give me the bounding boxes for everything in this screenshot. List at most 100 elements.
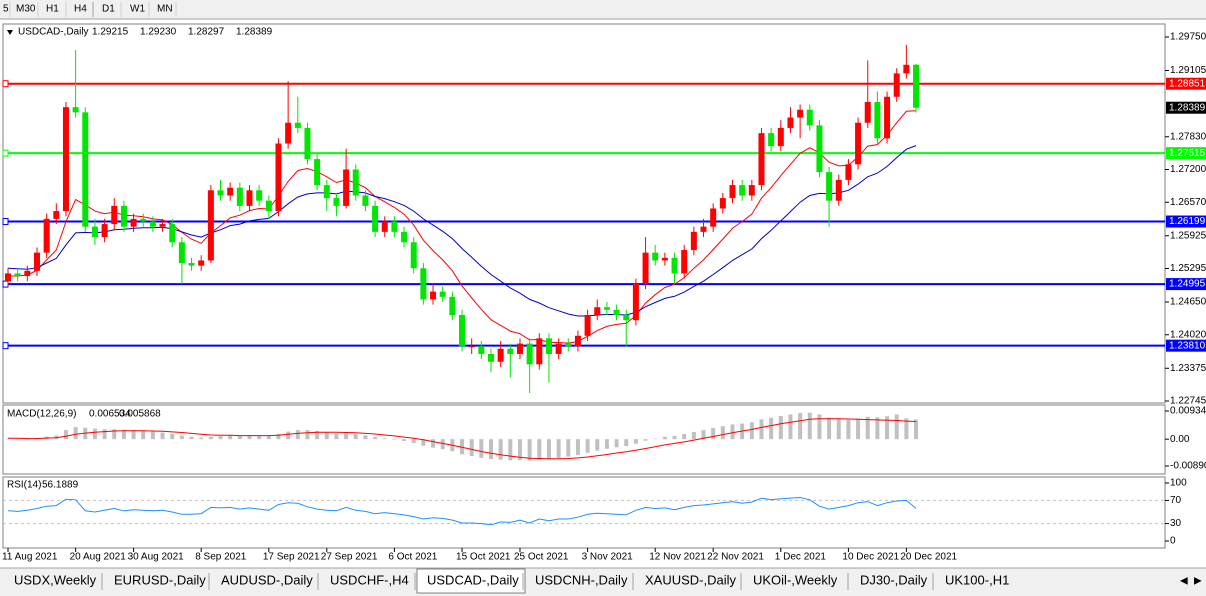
current-price: 1.28389	[1169, 102, 1206, 113]
symbol-tab[interactable]: USDCAD-,Daily	[427, 572, 519, 587]
symbol-tab[interactable]: UKOil-,Weekly	[753, 572, 838, 587]
symbol-tab[interactable]: USDX,Weekly	[14, 572, 97, 587]
macd-histogram-bar	[711, 428, 716, 440]
rsi-line	[7, 496, 917, 526]
candle-body	[430, 291, 437, 300]
timeframe-button[interactable]: H1	[46, 4, 59, 15]
timeframe-button[interactable]: H4	[74, 4, 87, 15]
y-tick-label: 1.23375	[1170, 363, 1206, 374]
macd-histogram-bar	[788, 414, 793, 440]
symbol-tab[interactable]: USDCNH-,Daily	[535, 572, 628, 587]
macd-histogram-bar	[643, 439, 648, 441]
macd-histogram-bar	[247, 435, 252, 440]
candle-body	[159, 224, 166, 227]
candle-body	[594, 307, 601, 316]
symbol-tab[interactable]: AUDUSD-,Daily	[221, 572, 313, 587]
y-tick-label: 1.26570	[1170, 197, 1206, 208]
macd-histogram-bar	[556, 439, 561, 458]
macd-histogram-bar	[73, 427, 78, 440]
candle-body	[565, 343, 572, 347]
ohlc-value: 1.28297	[188, 27, 225, 38]
scroll-left[interactable]: ◀	[1180, 576, 1188, 587]
macd-histogram-bar	[865, 416, 870, 440]
candle-body	[207, 190, 214, 261]
x-tick-label: 8 Sep 2021	[195, 552, 247, 563]
macd-histogram-bar	[25, 438, 30, 440]
macd-histogram-bar	[6, 438, 10, 440]
macd-histogram-bar	[595, 439, 600, 451]
macd-histogram-bar	[382, 438, 387, 440]
macd-histogram-bar	[286, 431, 291, 440]
macd-histogram-bar	[257, 435, 262, 440]
macd-histogram-bar	[315, 431, 320, 440]
x-tick-label: 15 Oct 2021	[456, 552, 511, 563]
macd-histogram-bar	[672, 435, 677, 440]
macd-histogram-bar	[305, 430, 310, 440]
y-tick-label: 1.25925	[1170, 230, 1206, 241]
macd-histogram-bar	[179, 435, 184, 440]
macd-histogram-bar	[846, 419, 851, 440]
timeframe-button[interactable]: MN	[157, 4, 173, 15]
macd-histogram-bar	[421, 439, 426, 446]
symbol-tab[interactable]: UK100-,H1	[945, 572, 1009, 587]
y-tick-label: 0.00	[1170, 434, 1190, 445]
candle-body	[285, 122, 292, 144]
price-label-box	[1166, 339, 1206, 352]
line-anchor	[2, 218, 9, 226]
macd-histogram-bar	[324, 432, 329, 440]
timeframe-button[interactable]: W1	[130, 4, 145, 15]
candle-body	[507, 348, 514, 354]
candle-body	[864, 101, 871, 123]
candle-body	[188, 263, 195, 266]
moving-average	[8, 110, 917, 344]
menu-arrow[interactable]	[7, 30, 13, 35]
candle-body	[149, 221, 156, 227]
active-tab	[416, 568, 526, 594]
price-panel	[2, 23, 1166, 404]
ohlc-value: 1.29230	[140, 27, 177, 38]
macd-histogram-bar	[266, 435, 271, 440]
macd-histogram-bar	[334, 433, 339, 440]
macd-histogram-bar	[807, 412, 812, 440]
candle-body	[652, 252, 659, 261]
symbol-tab[interactable]: EURUSD-,Daily	[114, 572, 206, 587]
scroll-right[interactable]: ▶	[1194, 576, 1202, 587]
macd-histogram-bar	[537, 439, 542, 460]
symbol-tab[interactable]: USDCHF-,H4	[330, 572, 409, 587]
macd-histogram-bar	[701, 430, 706, 440]
price-label: 1.28851	[1169, 78, 1206, 89]
macd-histogram-bar	[498, 439, 503, 460]
y-tick-label: 1.24020	[1170, 329, 1206, 340]
indicator-title: MACD(12,26,9)	[7, 409, 76, 420]
macd-histogram-bar	[662, 436, 667, 440]
candle-body	[806, 109, 813, 126]
macd-histogram-bar	[885, 416, 890, 440]
timeframe-button[interactable]: D1	[102, 4, 115, 15]
candle-body	[874, 101, 881, 139]
ohlc-value: 1.29215	[92, 27, 129, 38]
candle-body	[797, 109, 804, 118]
macd-histogram-bar	[276, 433, 281, 440]
candle-body	[217, 190, 224, 196]
candle-body	[72, 107, 79, 113]
candle-body	[884, 96, 891, 139]
timeframe-button[interactable]: M30	[16, 4, 36, 15]
candle-body	[777, 127, 784, 147]
candle-body	[5, 273, 11, 282]
symbol-tab[interactable]: DJ30-,Daily	[860, 572, 928, 587]
candle-body	[478, 346, 485, 354]
candle-body	[391, 221, 398, 232]
macd-histogram-bar	[208, 436, 213, 440]
macd-histogram-bar	[691, 431, 696, 440]
timeframe-toolbar	[0, 0, 1206, 19]
x-tick-label: 3 Nov 2021	[582, 552, 634, 563]
symbol-tab[interactable]: XAUUSD-,Daily	[645, 572, 737, 587]
macd-histogram-bar	[904, 418, 909, 440]
y-tick-label: 1.24650	[1170, 297, 1206, 308]
macd-histogram-bar	[170, 433, 175, 440]
candle-body	[14, 273, 21, 277]
timeframe-button[interactable]: 5	[3, 4, 9, 15]
macd-histogram-bar	[63, 430, 68, 440]
macd-histogram-bar	[836, 418, 841, 440]
